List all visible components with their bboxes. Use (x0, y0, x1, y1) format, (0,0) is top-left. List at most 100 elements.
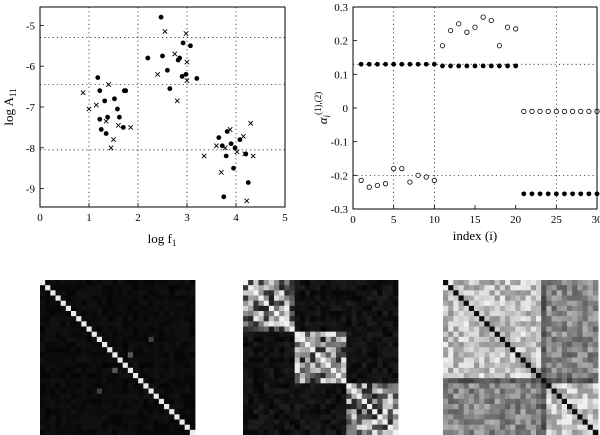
heatmap-cell (310, 424, 316, 431)
heatmap-cell (102, 311, 108, 317)
heatmap-cell (474, 342, 480, 348)
heatmap-cell (71, 409, 77, 415)
heatmap-cell (505, 311, 511, 317)
heatmap-cell (169, 367, 175, 374)
heatmap-cell (525, 393, 532, 400)
data-point-open (529, 108, 535, 114)
heatmap-cell (520, 300, 527, 307)
heatmap-cell (330, 388, 337, 395)
heatmap-cell (453, 342, 459, 348)
heatmap-cell (102, 398, 108, 405)
heatmap-cell (253, 404, 259, 410)
heatmap-cell (169, 331, 175, 338)
heatmap-cell (484, 414, 490, 420)
heatmap-cell (346, 362, 352, 369)
data-point-cross (80, 90, 86, 96)
heatmap-cell (179, 326, 186, 333)
heatmap-cell (474, 362, 480, 369)
heatmap-cell (65, 357, 72, 364)
data-point-open (391, 166, 397, 172)
heatmap-cell (387, 398, 394, 405)
heatmap-cell (71, 357, 77, 364)
heatmap-cell (463, 321, 470, 327)
heatmap-cell (45, 305, 51, 312)
heatmap-cell (458, 373, 465, 379)
heatmap-cell (499, 373, 506, 379)
heatmap-cell (60, 409, 67, 415)
heatmap-cell (243, 373, 249, 379)
heatmap-cell (499, 316, 506, 322)
heatmap-cell (50, 305, 56, 312)
heatmap-cell (536, 331, 542, 338)
data-point-open (366, 184, 372, 190)
heatmap-cell (91, 362, 98, 369)
plot-a-y-axis-label: log A11 (1, 88, 18, 125)
heatmap-cell (122, 326, 129, 333)
heatmap-cell (164, 424, 170, 431)
heatmap-cell (367, 367, 373, 374)
heatmap-cell (351, 300, 358, 307)
heatmap-cell (127, 342, 134, 348)
heatmap-cell (463, 347, 470, 353)
heatmap-cell (443, 321, 449, 327)
heatmap-cell (76, 373, 82, 379)
heatmap-cell (189, 352, 196, 358)
heatmap-cell (346, 326, 352, 333)
heatmap-cell (582, 383, 589, 389)
heatmap-cell (263, 347, 270, 353)
heatmap-cell (346, 352, 352, 358)
heatmap-cell (356, 300, 363, 307)
heatmap-cell (91, 404, 98, 410)
heatmap-cell (102, 290, 108, 296)
heatmap-cell (494, 326, 501, 333)
heatmap-cell (174, 342, 180, 348)
heatmap-cell (392, 347, 399, 353)
heatmap-cell (133, 424, 139, 431)
heatmap-cell (387, 429, 394, 435)
heatmap-cell (361, 285, 368, 291)
data-point-open (521, 108, 527, 114)
heatmap-cell (91, 295, 98, 302)
heatmap-cell (592, 383, 599, 389)
heatmap-cell (112, 398, 118, 405)
heatmap-cell (117, 429, 124, 435)
heatmap-cell (494, 424, 501, 431)
heatmap-cell (153, 295, 160, 302)
heatmap-cell (536, 352, 542, 358)
heatmap-cell (65, 280, 72, 286)
heatmap-cell (143, 316, 149, 322)
heatmap-cell (86, 331, 93, 338)
heatmap-cell (510, 419, 516, 426)
heatmap-cell (81, 393, 87, 400)
heatmap-cell (50, 404, 56, 410)
heatmap-cell (479, 305, 485, 312)
heatmap-cell (294, 393, 301, 400)
heatmap-cell (484, 290, 490, 296)
heatmap-cell (582, 414, 589, 420)
heatmap-cell (253, 342, 259, 348)
heatmap-cell (102, 326, 108, 333)
heatmap-cell (274, 342, 280, 348)
heatmap-cell (515, 336, 521, 343)
heatmap-cell (102, 383, 108, 389)
heatmap-cell (133, 373, 139, 379)
heatmap-cell (577, 311, 583, 317)
heatmap-cell (294, 404, 301, 410)
heatmap-cell (164, 373, 170, 379)
heatmap-cell (55, 347, 62, 353)
heatmap-cell (268, 326, 275, 333)
heatmap-cell (505, 316, 511, 322)
heatmap-cell (274, 331, 280, 338)
y-tick-label: 0 (343, 103, 349, 115)
heatmap-cell (274, 285, 280, 291)
heatmap-cell (76, 347, 82, 353)
heatmap-cell (96, 321, 103, 327)
heatmap-cell (86, 398, 93, 405)
heatmap-cell (107, 285, 113, 291)
heatmap-cell (372, 326, 378, 333)
heatmap-cell (546, 414, 552, 420)
heatmap-cell (572, 331, 578, 338)
heatmap-cell (169, 305, 175, 312)
heatmap-cell (325, 419, 332, 426)
heatmap-cell (274, 388, 280, 395)
